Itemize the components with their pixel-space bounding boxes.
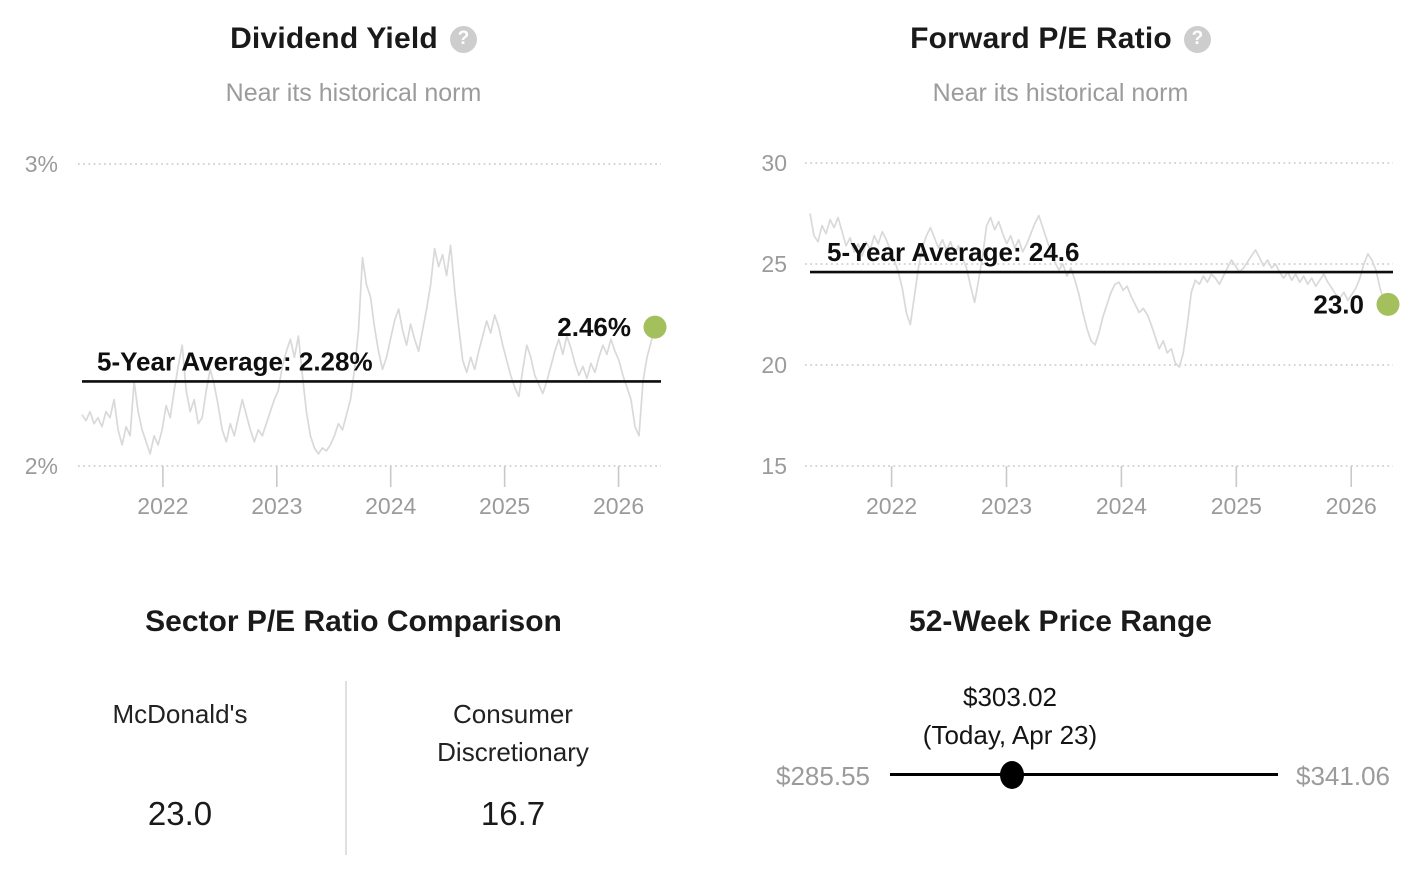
- x-axis-tick-label: 2024: [365, 493, 416, 519]
- average-label: 5-Year Average: 2.28%: [97, 346, 373, 376]
- industry-pe-value: 16.7: [480, 795, 546, 832]
- current-value-label: 2.46%: [557, 312, 631, 342]
- dividend-yield-panel: 3% 2% 2022 2023 2024 2025 2026 5-Year Average: …: [0, 0, 707, 560]
- x-axis-tick-label: 2025: [1211, 493, 1262, 519]
- range-high-label: $341.06: [1296, 761, 1390, 791]
- forward-pe-subtitle: Near its historical norm: [932, 79, 1189, 107]
- x-axis-tick-label: 2025: [479, 493, 530, 519]
- current-value-label: 23.0: [1313, 289, 1364, 319]
- company-pe-value: 23.0: [147, 795, 213, 832]
- series-line: [809, 213, 1389, 368]
- y-axis-tick-label: 25: [761, 251, 787, 277]
- x-axis-tick-label: 2023: [981, 493, 1032, 519]
- price-range-track: [890, 773, 1278, 776]
- help-icon[interactable]: ?: [449, 25, 477, 53]
- y-axis-tick-label: 2%: [25, 453, 58, 479]
- x-axis-tick-label: 2023: [251, 493, 302, 519]
- x-axis-tick-label: 2026: [1326, 493, 1377, 519]
- sector-industry-cell: Consumer Discretionary 16.7: [363, 695, 663, 832]
- industry-name-label: Consumer Discretionary: [437, 699, 589, 767]
- x-axis-tick-label: 2026: [593, 493, 644, 519]
- forward-pe-title: Forward P/E Ratio: [910, 22, 1172, 55]
- dividend-yield-chart: 3% 2% 2022 2023 2024 2025 2026 5-Year Average: …: [25, 151, 667, 519]
- price-range-title: 52-Week Price Range: [909, 605, 1212, 638]
- y-axis-tick-label: 3%: [25, 151, 58, 177]
- x-axis-tick-label: 2024: [1096, 493, 1147, 519]
- current-value-dot: [643, 315, 667, 339]
- company-name-label: McDonald's: [112, 699, 248, 729]
- current-price-marker: [1000, 761, 1025, 789]
- x-axis-tick-label: 2022: [866, 493, 917, 519]
- help-icon[interactable]: ?: [1183, 25, 1211, 53]
- sector-company-cell: McDonald's 23.0: [30, 695, 330, 832]
- current-date-label: (Today, Apr 23): [922, 720, 1098, 750]
- y-axis-tick-label: 30: [761, 150, 787, 176]
- series-line: [81, 244, 656, 455]
- current-value-dot: [1376, 292, 1400, 316]
- average-label: 5-Year Average: 24.6: [827, 237, 1079, 267]
- vertical-divider: [345, 681, 347, 855]
- current-price-label: $303.02: [963, 682, 1057, 712]
- sector-comparison-title: Sector P/E Ratio Comparison: [145, 605, 562, 638]
- x-axis-tick-label: 2022: [137, 493, 188, 519]
- range-low-label: $285.55: [776, 761, 870, 791]
- y-axis-tick-label: 20: [761, 352, 787, 378]
- dividend-yield-subtitle: Near its historical norm: [225, 79, 482, 107]
- y-axis-tick-label: 15: [761, 453, 787, 479]
- forward-pe-chart: 30 25 20 15 2022 2023 2024 2025 2026 5-Year Avera…: [761, 150, 1400, 519]
- dividend-yield-title: Dividend Yield: [230, 22, 438, 55]
- forward-pe-panel: 30 25 20 15 2022 2023 2024 2025 2026 5-Year Avera…: [707, 0, 1414, 560]
